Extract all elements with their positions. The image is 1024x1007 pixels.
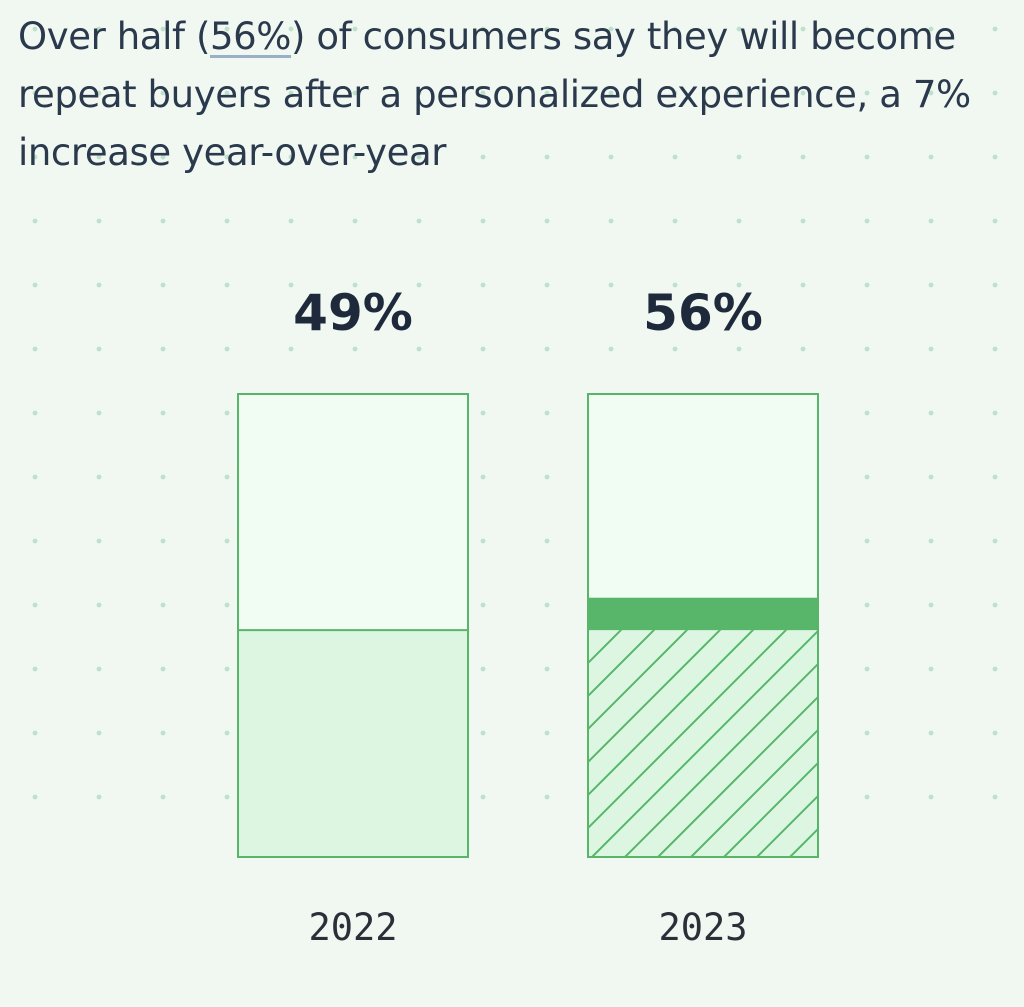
bar-2023-value-label: 56% bbox=[643, 284, 763, 342]
bar-2023-category-label: 2023 bbox=[658, 906, 747, 949]
chart-title: Over half (56%) of consumers say they wi… bbox=[18, 8, 1008, 182]
title-text-end: ) of consumers say they will become repe… bbox=[18, 15, 971, 174]
bar-2023-outline bbox=[587, 393, 819, 858]
bar-2022-category-label: 2022 bbox=[308, 906, 397, 949]
bar-2023-hatch bbox=[588, 630, 818, 857]
bar-2022-fill bbox=[238, 630, 468, 857]
title-highlight: 56% bbox=[209, 15, 292, 58]
bar-2023-fill bbox=[588, 597, 818, 857]
dot-grid-background bbox=[0, 0, 1024, 830]
bar-2022-outline bbox=[237, 393, 469, 858]
title-text-start: Over half ( bbox=[18, 15, 210, 58]
bar-2023-increase-band bbox=[588, 597, 818, 631]
bar-2022-value-label: 49% bbox=[293, 284, 413, 342]
